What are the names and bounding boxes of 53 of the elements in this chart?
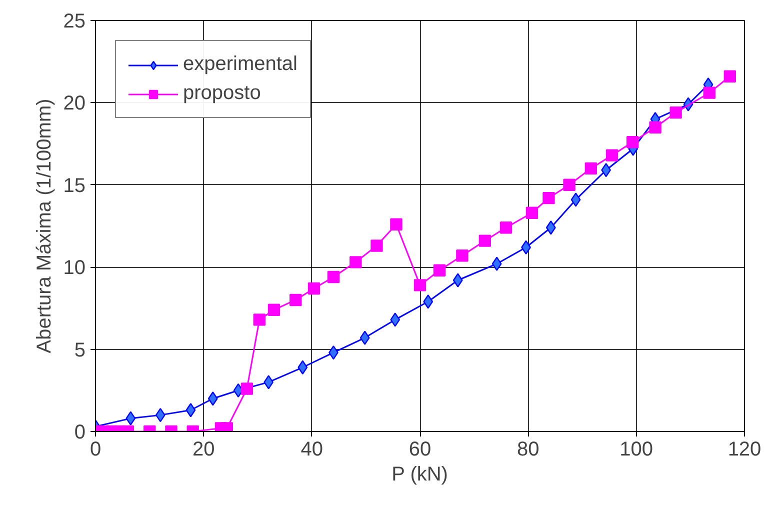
point bbox=[670, 106, 682, 119]
x-tick-label: 120 bbox=[728, 438, 762, 460]
point bbox=[208, 392, 218, 406]
point bbox=[452, 273, 463, 288]
legend-label: experimental bbox=[183, 53, 298, 76]
point bbox=[570, 192, 581, 207]
x-tick-label: 20 bbox=[192, 438, 215, 460]
point bbox=[155, 408, 166, 422]
x-axis-title: P (kN) bbox=[392, 464, 448, 486]
point bbox=[370, 240, 383, 252]
y-tick-label: 0 bbox=[74, 422, 86, 444]
y-tick-label: 5 bbox=[74, 339, 86, 362]
point bbox=[126, 411, 136, 426]
legend-label: proposto bbox=[183, 82, 261, 105]
point bbox=[414, 279, 426, 292]
point bbox=[542, 192, 555, 204]
point bbox=[350, 256, 362, 268]
point bbox=[724, 70, 736, 82]
point bbox=[423, 294, 434, 309]
point bbox=[584, 162, 598, 175]
x-tick-label: 40 bbox=[300, 438, 323, 460]
point bbox=[563, 178, 576, 191]
y-tick-label: 20 bbox=[63, 92, 86, 115]
point bbox=[456, 249, 468, 262]
point bbox=[606, 149, 618, 162]
point bbox=[308, 282, 320, 295]
point bbox=[433, 264, 446, 276]
point bbox=[298, 360, 308, 374]
point bbox=[492, 256, 502, 271]
point bbox=[526, 206, 538, 219]
point bbox=[268, 304, 280, 316]
x-tick-label: 60 bbox=[408, 438, 432, 460]
point bbox=[649, 121, 662, 134]
point bbox=[478, 234, 491, 247]
point bbox=[253, 314, 266, 326]
point bbox=[626, 136, 639, 148]
point bbox=[546, 220, 556, 235]
y-tick-label: 15 bbox=[63, 174, 86, 197]
point bbox=[327, 270, 340, 284]
point bbox=[290, 294, 302, 306]
point bbox=[390, 218, 402, 230]
point bbox=[186, 403, 196, 418]
point bbox=[390, 312, 400, 327]
point bbox=[500, 222, 512, 234]
y-tick-label: 10 bbox=[63, 257, 86, 280]
y-axis-title: Abertura Máxima (1/100mm) bbox=[33, 98, 56, 354]
point bbox=[360, 330, 370, 345]
point bbox=[703, 86, 716, 99]
x-tick-label: 100 bbox=[620, 438, 654, 460]
y-tick-label: 25 bbox=[63, 10, 86, 32]
x-tick-label: 0 bbox=[90, 438, 102, 460]
point bbox=[240, 382, 254, 395]
x-tick-label: 80 bbox=[517, 438, 540, 460]
